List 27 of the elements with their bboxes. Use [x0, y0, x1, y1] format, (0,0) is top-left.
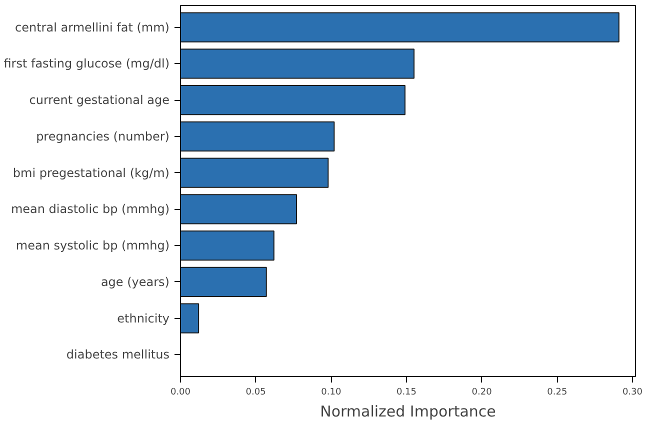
y-tick-label: pregnancies (number): [36, 129, 170, 144]
y-tick-label: current gestational age: [29, 93, 170, 108]
bar: [180, 48, 415, 79]
x-tick-label: 0.30: [622, 388, 643, 398]
x-tick-label: 0.25: [547, 388, 568, 398]
y-tick-label: central armellini fat (mm): [15, 20, 170, 34]
x-tick-label: 0.00: [170, 388, 191, 398]
y-tick-label: mean diastolic bp (mmhg): [10, 202, 170, 216]
bar: [180, 194, 298, 224]
x-tick-label: 0.05: [246, 388, 266, 398]
y-tick-label: bmi pregestational (kg/m): [12, 166, 170, 180]
x-tick-label: 0.20: [472, 388, 492, 398]
bar: [180, 121, 335, 152]
bar: [180, 230, 274, 261]
y-tick-label: ethnicity: [117, 311, 170, 326]
bar: [180, 266, 267, 297]
y-tick-label: age (years): [100, 274, 170, 289]
x-tick-label: 0.15: [396, 388, 417, 398]
bar: [180, 85, 406, 116]
bar: [180, 303, 200, 334]
bar: [180, 12, 620, 42]
bar: [180, 158, 329, 188]
x-tick-label: 0.10: [321, 388, 342, 398]
y-tick-label: mean systolic bp (mmhg): [16, 238, 170, 253]
y-tick-label: first fasting glucose (mg/dl): [4, 56, 170, 71]
y-tick-label: diabetes mellitus: [66, 348, 170, 362]
x-axis-title: Normalized Importance: [320, 402, 496, 420]
